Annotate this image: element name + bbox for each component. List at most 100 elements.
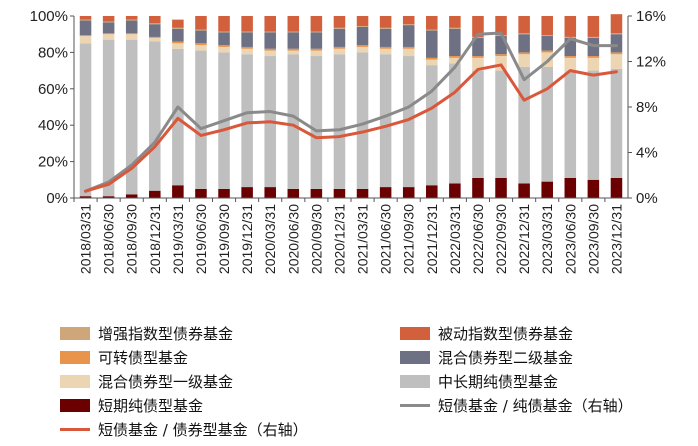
left-tick-label: 60%: [38, 81, 68, 98]
bar-segment-6-1: [102, 16, 115, 22]
bar-segment-0-11: [333, 188, 346, 198]
bar-segment-6-3: [149, 16, 161, 24]
legend-item: 增强指数型债券基金: [60, 322, 400, 345]
bar-segment-4-11: [333, 28, 346, 47]
legend-line-swatch: [60, 428, 90, 431]
bar-segment-5-12: [356, 26, 369, 27]
bar-segment-6-2: [125, 16, 138, 20]
bar-segment-3-3: [149, 36, 161, 38]
legend-label: 中长期纯债型基金: [438, 373, 559, 391]
bar-segment-3-16: [449, 56, 461, 58]
bar-segment-5-19: [518, 33, 530, 35]
bar-segment-0-1: [102, 196, 115, 198]
bar-segment-4-23: [610, 34, 623, 53]
bar-segment-3-4: [172, 41, 184, 44]
bar-segment-1-0: [79, 43, 92, 197]
bar-segment-3-15: [426, 57, 438, 60]
bar-segment-0-8: [264, 187, 276, 198]
bar-segment-6-0: [79, 16, 92, 20]
bar-segment-5-4: [172, 27, 184, 29]
bar-segment-4-6: [218, 32, 230, 46]
bar-segment-6-13: [379, 16, 392, 28]
bar-segment-3-7: [241, 46, 253, 49]
bar-segment-3-13: [379, 46, 392, 49]
bar-segment-4-4: [172, 28, 184, 42]
right-tick-label: 12%: [636, 54, 666, 71]
bar-segment-0-6: [218, 188, 230, 198]
bar-segment-5-5: [195, 29, 207, 31]
bar-segment-0-19: [518, 183, 530, 198]
bar-segment-2-3: [149, 37, 161, 42]
bar-segment-2-6: [218, 46, 230, 53]
x-tick-label: 2020/09/30: [308, 204, 324, 274]
legend-color-swatch: [400, 327, 430, 340]
bar-segment-5-10: [310, 31, 323, 33]
bar-segment-6-23: [610, 14, 623, 34]
bar-segment-3-23: [610, 52, 623, 55]
bar-segment-3-20: [541, 50, 553, 53]
bar-segment-2-1: [102, 34, 115, 40]
bar-segment-1-14: [402, 56, 415, 188]
x-tick-label: 2022/09/30: [493, 204, 509, 274]
bar-segment-4-5: [195, 30, 207, 44]
bar-segment-6-12: [356, 16, 369, 27]
bar-segment-3-10: [310, 48, 323, 51]
bar-layer: [79, 14, 623, 198]
bar-segment-3-11: [333, 46, 346, 49]
x-tick-label: 2021/03/31: [355, 204, 371, 274]
chart-plot: 0% 20% 40% 60% 80% 100% 0% 4% 8% 12% 16% 2018/03/31…: [30, 8, 666, 274]
legend-label: 短期纯债型基金: [98, 397, 204, 415]
bar-segment-5-14: [402, 24, 415, 26]
right-tick-label: 4%: [636, 145, 658, 162]
x-tick-label: 2019/03/31: [170, 204, 186, 274]
bar-segment-6-5: [195, 16, 207, 30]
bar-segment-5-11: [333, 27, 346, 29]
legend-item: 混合债券型二级基金: [400, 346, 690, 369]
bar-segment-1-1: [102, 39, 115, 197]
bar-segment-3-19: [518, 52, 530, 55]
bar-segment-1-13: [379, 54, 392, 188]
right-tick-label: 8%: [636, 99, 658, 116]
bar-segment-4-21: [564, 37, 577, 57]
x-tick-label: 2018/03/31: [78, 204, 94, 274]
left-tick-label: 40%: [38, 117, 68, 134]
x-tick-label: 2021/06/30: [378, 204, 394, 274]
bar-segment-4-16: [449, 28, 461, 57]
bar-segment-6-18: [495, 16, 507, 36]
bar-segment-1-12: [356, 52, 369, 189]
bar-segment-0-15: [426, 185, 438, 198]
bar-segment-6-8: [264, 16, 276, 32]
legend-item: 可转债型基金: [60, 346, 400, 369]
bar-segment-2-12: [356, 46, 369, 53]
bar-segment-2-14: [402, 48, 415, 57]
bar-segment-2-17: [472, 57, 484, 71]
axes-layer: 0% 20% 40% 60% 80% 100% 0% 4% 8% 12% 16% 2018/03/31…: [30, 8, 666, 274]
legend-label: 混合债券型二级基金: [438, 349, 574, 367]
bar-segment-1-15: [426, 65, 438, 186]
bar-segment-0-3: [149, 190, 161, 198]
bar-segment-1-16: [449, 63, 461, 184]
legend-color-swatch: [60, 375, 90, 388]
bar-segment-5-13: [379, 27, 392, 29]
bar-segment-4-10: [310, 32, 323, 49]
bar-segment-2-4: [172, 43, 184, 49]
bar-segment-5-17: [472, 36, 484, 38]
bar-segment-2-16: [449, 57, 461, 64]
bar-segment-4-15: [426, 30, 438, 58]
bar-segment-3-14: [402, 46, 415, 49]
x-tick-label: 2018/06/30: [101, 204, 117, 274]
legend-label: 被动指数型债券基金: [438, 325, 574, 343]
bar-segment-3-12: [356, 45, 369, 47]
bar-segment-6-19: [518, 16, 530, 34]
bar-segment-4-3: [149, 24, 161, 37]
legend-label: 短债基金 / 纯债基金（右轴）: [438, 397, 633, 415]
bar-segment-0-17: [472, 177, 484, 198]
bar-segment-4-2: [125, 20, 138, 34]
bar-segment-1-3: [149, 41, 161, 191]
legend-color-swatch: [400, 351, 430, 364]
bar-segment-0-16: [449, 183, 461, 198]
bar-segment-1-19: [518, 66, 530, 184]
bar-segment-5-3: [149, 23, 161, 25]
bar-segment-2-13: [379, 48, 392, 55]
bar-segment-6-21: [564, 16, 577, 37]
